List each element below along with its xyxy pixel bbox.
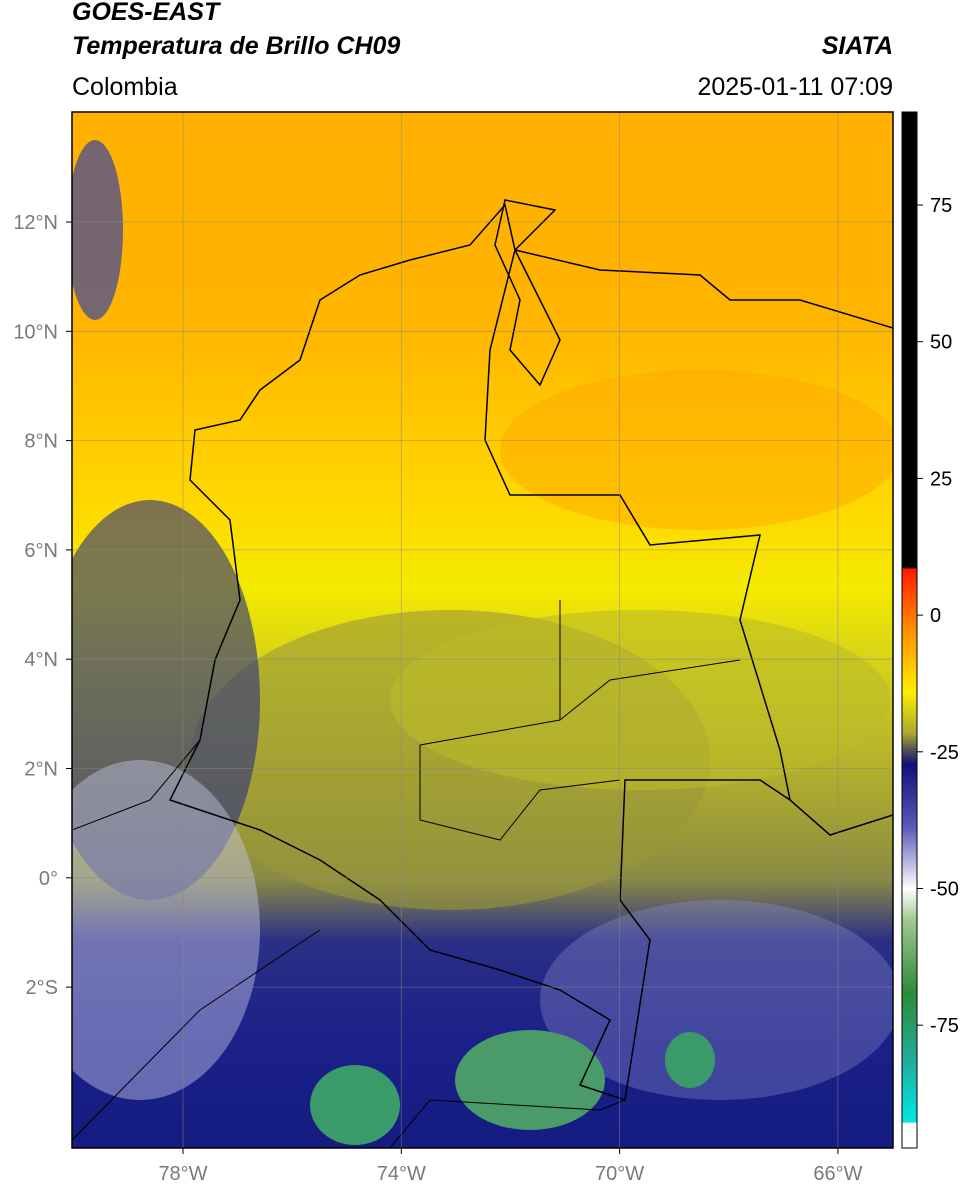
lat-tick-label: 6°N [24,540,58,562]
lat-tick-label: 10°N [13,321,58,343]
lon-tick-label: 74°W [377,1163,426,1185]
colorbar-tick-label: -50 [930,879,959,901]
colorbar [901,111,918,1149]
lat-tick-label: 12°N [13,212,58,234]
lon-tick-label: 66°W [813,1163,862,1185]
colorbar-tick-label: 50 [930,332,952,354]
satellite-image [72,112,893,1148]
colorbar-tick-label: 75 [930,195,952,217]
lat-tick-label: 4°N [24,649,58,671]
graticule [72,112,893,1148]
colorbar-tick-label: -75 [930,1015,959,1037]
lat-tick-label: 8°N [24,431,58,453]
tick-labels: 78°W 74°W 70°W 66°W 12°N 10°N 8°N 6°N 4°N 2°N 0° 2°… [13,195,959,1185]
datetime: 2025-01-11 07:09 [697,73,893,101]
lat-tick-label: 2°N [24,759,58,781]
lon-tick-label: 70°W [595,1163,644,1185]
title: GOES-EAST [72,0,222,26]
subtitle: Temperatura de Brillo CH09 [72,32,400,60]
colorbar-tick-label: -25 [930,742,959,764]
region: Colombia [72,73,178,101]
map-frame [71,111,894,1149]
lat-tick-label: 0° [39,868,58,890]
lon-tick-label: 78°W [158,1163,207,1185]
colorbar-tick-label: 25 [930,468,952,490]
source: SIATA [822,32,893,60]
colorbar-tick-label: 0 [930,605,941,627]
lat-tick-label: 2°S [26,977,58,999]
